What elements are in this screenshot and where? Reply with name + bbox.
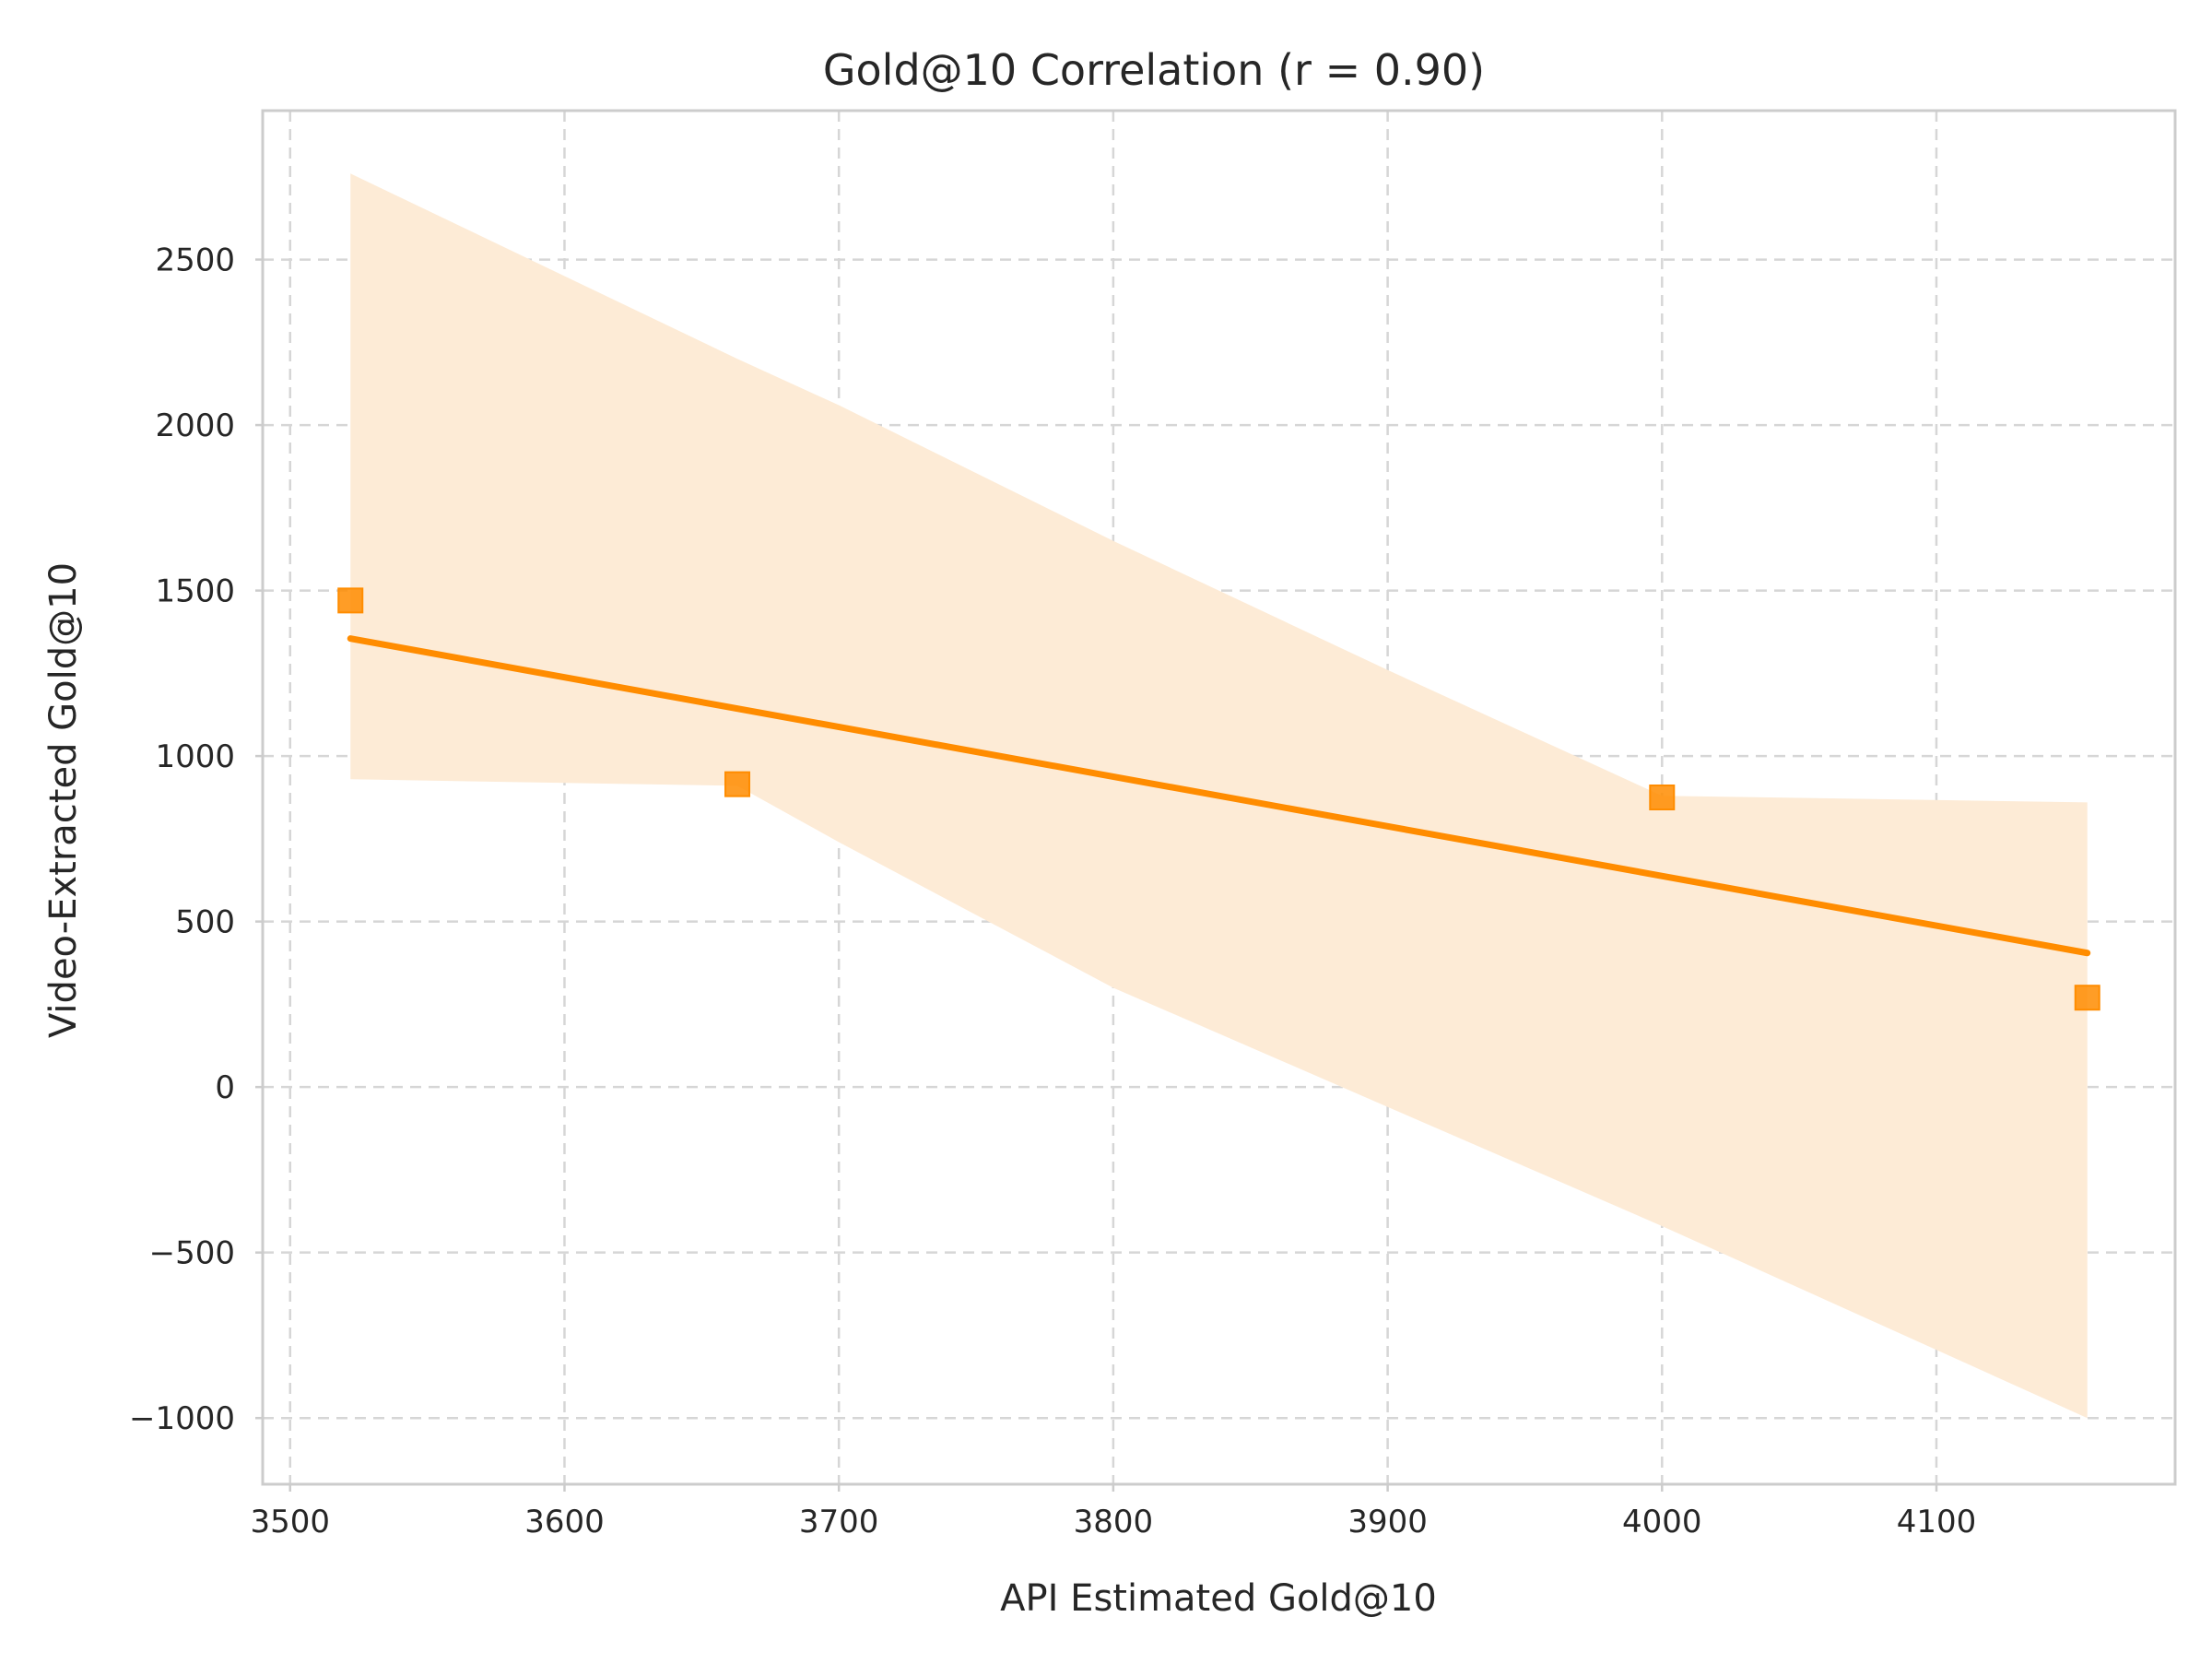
regression-line-layer	[347, 635, 2091, 957]
x-tick-label: 3700	[799, 1504, 879, 1540]
x-tick-label: 3500	[251, 1504, 331, 1540]
data-points	[337, 587, 2100, 1011]
data-point	[1649, 785, 1676, 810]
data-point	[2074, 985, 2100, 1011]
regression-line	[347, 635, 2091, 957]
x-tick-label: 4100	[1897, 1504, 1977, 1540]
x-tick-label: 3900	[1347, 1504, 1428, 1540]
data-point	[337, 587, 364, 614]
axis-ticks: 3500 3600 3700 3800 3900 4000 4100 −1000 −500 0 50…	[129, 242, 1976, 1540]
y-tick-label: 2500	[155, 242, 235, 279]
y-tick-label: 1500	[155, 573, 235, 610]
y-tick-label: −1000	[129, 1400, 235, 1437]
x-tick-label: 3800	[1074, 1504, 1154, 1540]
chart-title: Gold@10 Correlation (r = 0.90)	[823, 45, 1485, 95]
y-axis-label: Video-Extracted Gold@10	[42, 562, 85, 1038]
plot-frame	[261, 109, 2177, 1486]
y-tick-label: 500	[175, 904, 235, 941]
x-tick-label: 4000	[1622, 1504, 1702, 1540]
y-tick-label: 0	[215, 1069, 235, 1106]
data-point	[724, 771, 751, 797]
y-tick-label: 2000	[155, 407, 235, 444]
x-axis-label: API Estimated Gold@10	[1000, 1577, 1437, 1620]
y-tick-label: −500	[149, 1235, 235, 1272]
y-tick-label: 1000	[155, 738, 235, 775]
x-tick-label: 3600	[524, 1504, 605, 1540]
